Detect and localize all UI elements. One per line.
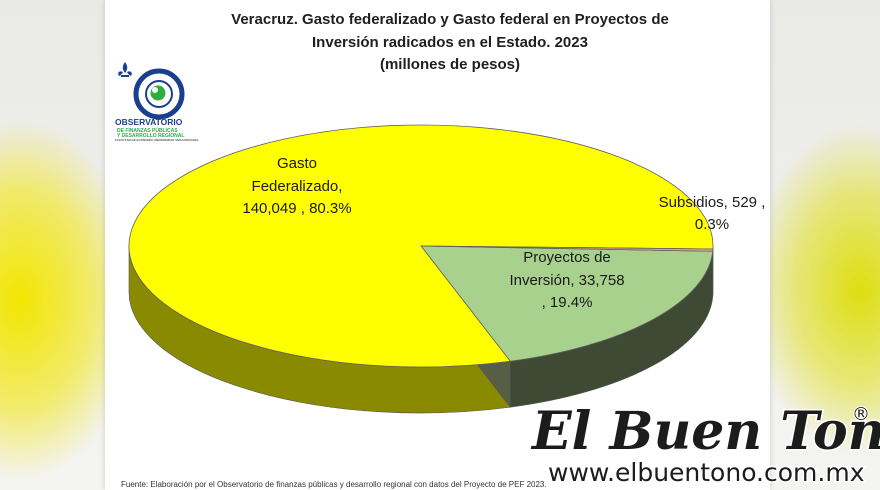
data-label: Subsidios, 529 , <box>659 194 766 211</box>
logo-sub-2: Y DESARROLLO REGIONAL <box>117 133 184 139</box>
slice-label-gasto-federalizado: Gasto Federalizado, 140,049 , 80.3% <box>242 155 351 217</box>
data-label: , 19.4% <box>542 294 593 311</box>
chart-title-line-1: Veracruz. Gasto federalizado y Gasto fed… <box>231 11 669 28</box>
pie-chart: Veracruz. Gasto federalizado y Gasto fed… <box>115 11 766 489</box>
slice-label-proyectos: Proyectos de Inversión, 33,758 , 19.4% <box>509 249 624 311</box>
data-label: Proyectos de <box>523 249 611 266</box>
data-label: Gasto <box>277 155 317 172</box>
observatorio-logo: OBSERVATORIO DE FINANZAS PÚBLICAS Y DESA… <box>115 62 199 142</box>
pie-group <box>128 124 714 414</box>
chart-title-line-3: (millones de pesos) <box>380 56 520 73</box>
eye-circle-icon <box>133 68 185 120</box>
data-label: 0.3% <box>695 216 729 233</box>
fleur-de-lis-icon <box>118 62 132 77</box>
pie-slice-gasto-federalizado <box>128 124 714 368</box>
data-label: 140,049 , 80.3% <box>242 200 351 217</box>
logo-name: OBSERVATORIO <box>115 117 183 127</box>
slice-label-subsidios: Subsidios, 529 , 0.3% <box>659 194 766 233</box>
source-note: Fuente: Elaboración por el Observatorio … <box>121 480 547 489</box>
logo-sub-3: FACULTAD DE ECONOMÍA UNIVERSIDAD VERACRU… <box>115 137 199 142</box>
data-label: Federalizado, <box>252 178 343 195</box>
pie-slice-subsidios <box>420 245 714 252</box>
data-label: Inversión, 33,758 <box>509 272 624 289</box>
pie-slice-proyectos-de-inversion <box>420 245 714 362</box>
chart-card: Veracruz. Gasto federalizado y Gasto fed… <box>105 0 770 490</box>
chart-title-line-2: Inversión radicados en el Estado. 2023 <box>312 34 588 51</box>
logo-sub-1: DE FINANZAS PÚBLICAS <box>117 127 178 134</box>
